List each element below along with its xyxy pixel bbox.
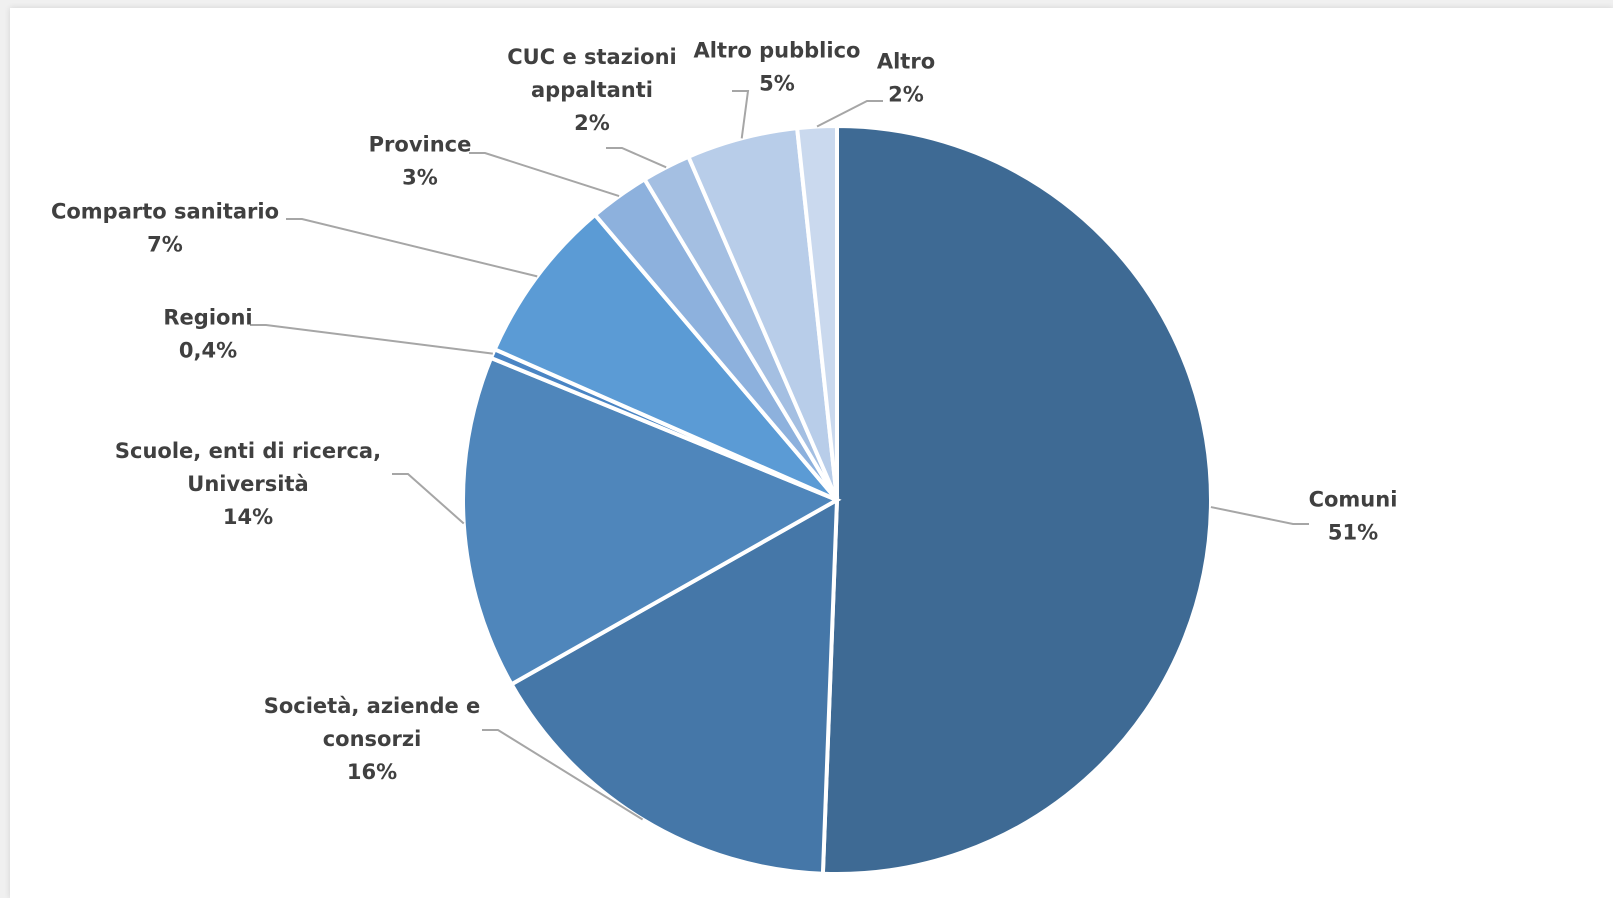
slice-label-3: Scuole, enti di ricerca, Università 14% bbox=[115, 439, 381, 529]
slice-category-label: Società, aziende e bbox=[264, 694, 481, 718]
slice-value-label: 3% bbox=[402, 166, 438, 190]
leader-line-9 bbox=[816, 100, 883, 128]
leader-line-6 bbox=[469, 152, 620, 198]
pie-slice-1 bbox=[820, 123, 1213, 876]
slice-label-5: Comparto sanitario 7% bbox=[51, 200, 279, 257]
slice-value-label: 51% bbox=[1328, 521, 1378, 545]
slice-value-label: 5% bbox=[759, 72, 795, 96]
pie-slice-3 bbox=[461, 355, 842, 688]
slice-category-label: Università bbox=[187, 472, 308, 496]
slice-value-label: 7% bbox=[147, 233, 183, 257]
pie-slice-9 bbox=[794, 123, 839, 501]
slice-label-6: Province 3% bbox=[369, 133, 472, 190]
slice-label-7: CUC e stazioni appaltanti 2% bbox=[507, 45, 676, 135]
slice-category-label: Scuole, enti di ricerca, bbox=[115, 439, 381, 463]
leader-line-3 bbox=[392, 473, 465, 525]
slice-category-label: Altro bbox=[877, 50, 935, 74]
slice-label-2: Società, aziende e consorzi 16% bbox=[264, 694, 481, 784]
leader-line-7 bbox=[606, 147, 667, 169]
slice-value-label: 2% bbox=[574, 111, 610, 135]
slice-label-1: Comuni 51% bbox=[1309, 488, 1398, 545]
slice-label-9: Altro 2% bbox=[877, 50, 935, 107]
slice-category-label: Province bbox=[369, 133, 472, 157]
chart-area: Comuni 51% Società, aziende e consorzi 16% Sc… bbox=[10, 8, 1613, 898]
slice-category-label: Altro pubblico bbox=[694, 39, 861, 63]
pie-slice-5 bbox=[492, 212, 839, 502]
leader-line-2 bbox=[482, 729, 644, 821]
slice-category-label: CUC e stazioni bbox=[507, 45, 676, 69]
slice-label-8: Altro pubblico 5% bbox=[694, 39, 861, 96]
slice-category-label: appaltanti bbox=[531, 78, 653, 102]
slice-category-label: Regioni bbox=[163, 306, 252, 330]
slice-value-label: 14% bbox=[223, 505, 273, 529]
leader-line-1 bbox=[1210, 506, 1309, 525]
slice-category-label: Comuni bbox=[1309, 488, 1398, 512]
slice-category-label: Comparto sanitario bbox=[51, 200, 279, 224]
leader-line-5 bbox=[286, 218, 538, 278]
pie-chart: Comuni 51% Società, aziende e consorzi 16% Sc… bbox=[51, 39, 1398, 876]
leader-line-4 bbox=[250, 324, 493, 355]
slice-category-label: consorzi bbox=[323, 727, 422, 751]
slice-value-label: 16% bbox=[347, 760, 397, 784]
leader-line-8 bbox=[732, 90, 750, 139]
slice-label-4: Regioni 0,4% bbox=[163, 306, 252, 363]
slice-value-label: 2% bbox=[888, 83, 924, 107]
slice-value-label: 0,4% bbox=[179, 339, 237, 363]
